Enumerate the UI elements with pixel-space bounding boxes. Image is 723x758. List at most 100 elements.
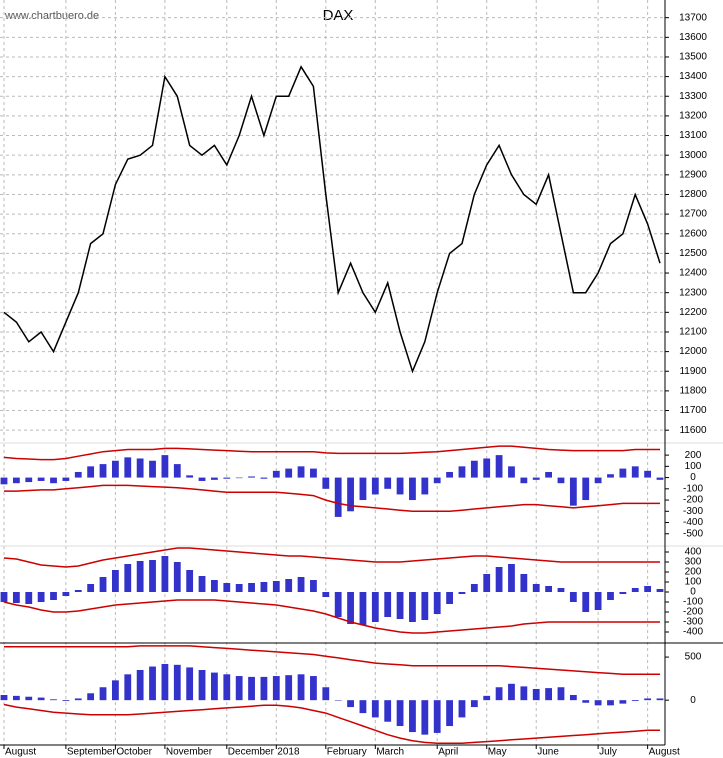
histogram-bar: [495, 687, 503, 701]
histogram-bar: [223, 674, 231, 701]
x-tick-label: February: [327, 747, 367, 758]
histogram-bar: [334, 477, 342, 517]
y-tick-label: 100: [685, 577, 702, 588]
histogram-bar: [124, 674, 132, 701]
histogram-bar: [173, 562, 181, 592]
histogram-bar: [12, 592, 20, 603]
histogram-bar: [446, 471, 453, 478]
histogram-bar: [569, 477, 577, 506]
y-tick-label: 200: [685, 567, 702, 578]
y-tick-label: -300: [683, 506, 703, 517]
price-line: [3, 547, 660, 568]
histogram-bar: [161, 455, 169, 478]
histogram-bar: [37, 592, 45, 602]
histogram-bar: [594, 477, 602, 484]
histogram-bar: [607, 474, 614, 478]
histogram-bar: [470, 584, 478, 592]
histogram-bar: [50, 699, 57, 701]
y-tick-label: -500: [683, 528, 703, 539]
y-tick-label: 11800: [679, 386, 707, 397]
histogram-bar: [186, 570, 194, 592]
histogram-bar: [656, 477, 664, 480]
x-tick-label: March: [376, 747, 404, 758]
histogram-bar: [211, 580, 218, 592]
histogram-bar: [136, 670, 144, 701]
y-tick-label: 100: [685, 461, 702, 472]
histogram-bar: [37, 697, 45, 701]
histogram-bar: [74, 698, 82, 701]
histogram-bar: [359, 592, 367, 625]
y-tick-label: 13400: [679, 71, 707, 82]
histogram-bar: [396, 700, 404, 727]
histogram-bar: [285, 675, 293, 701]
price-line: [4, 645, 660, 676]
histogram-bar: [334, 700, 342, 701]
histogram-bar: [644, 586, 652, 592]
histogram-bar: [62, 477, 70, 481]
x-tick-label: July: [599, 747, 617, 758]
histogram-bar: [223, 583, 231, 592]
histogram-bar: [272, 470, 280, 478]
histogram-bar: [161, 556, 169, 592]
histogram-bar: [248, 476, 255, 478]
histogram-bar: [297, 674, 305, 701]
histogram-bar: [495, 567, 503, 592]
histogram-bar: [235, 477, 243, 479]
histogram-bar: [607, 700, 614, 706]
x-tick-label: 2018: [277, 747, 300, 758]
y-tick-label: 0: [690, 472, 696, 483]
y-tick-label: 13200: [679, 111, 707, 122]
histogram-bar: [446, 700, 453, 727]
y-tick-label: 0: [690, 695, 696, 706]
histogram-bar: [508, 564, 515, 592]
y-tick-label: 300: [685, 557, 702, 568]
histogram-bar: [161, 663, 169, 701]
histogram-bar: [297, 466, 305, 478]
y-tick-label: 12400: [679, 268, 707, 279]
x-tick-label: August: [5, 747, 36, 758]
histogram-bar: [396, 592, 404, 619]
histogram-bar: [631, 466, 639, 478]
histogram-bar: [532, 688, 540, 701]
y-tick-label: 12300: [679, 287, 707, 298]
histogram-bar: [656, 698, 664, 701]
histogram-bar: [310, 676, 317, 701]
x-tick-label: October: [116, 747, 152, 758]
histogram-bar: [25, 477, 33, 483]
y-tick-label: 13700: [679, 12, 707, 23]
histogram-bar: [310, 580, 317, 592]
histogram-bar: [446, 592, 453, 604]
y-tick-label: 13600: [679, 32, 707, 43]
histogram-bar: [50, 477, 57, 484]
histogram-bar: [99, 464, 107, 478]
price-line: [3, 599, 660, 634]
price-line: [3, 703, 660, 745]
histogram-bar: [347, 700, 354, 708]
histogram-bar: [211, 477, 218, 480]
histogram-bar: [557, 588, 565, 592]
histogram-bar: [607, 592, 614, 600]
histogram-bar: [557, 687, 565, 701]
histogram-bar: [470, 460, 478, 478]
y-tick-label: -200: [683, 607, 703, 618]
histogram-bar: [285, 579, 293, 592]
histogram-bar: [421, 592, 429, 620]
y-tick-label: 11600: [679, 425, 707, 436]
histogram-bar: [495, 455, 503, 478]
y-tick-label: 500: [685, 652, 702, 663]
y-tick-label: 13100: [679, 130, 707, 141]
histogram-bar: [520, 477, 528, 484]
y-tick-label: 13500: [679, 52, 707, 63]
histogram-bar: [359, 700, 367, 714]
histogram-bar: [223, 477, 231, 479]
histogram-bar: [656, 589, 664, 592]
histogram-bar: [124, 457, 132, 478]
histogram-bar: [545, 471, 553, 478]
histogram-bar: [483, 574, 491, 592]
histogram-bar: [149, 560, 156, 592]
y-tick-label: -300: [683, 617, 703, 628]
histogram-bar: [433, 592, 441, 614]
histogram-bar: [12, 695, 20, 701]
histogram-bar: [396, 477, 404, 495]
